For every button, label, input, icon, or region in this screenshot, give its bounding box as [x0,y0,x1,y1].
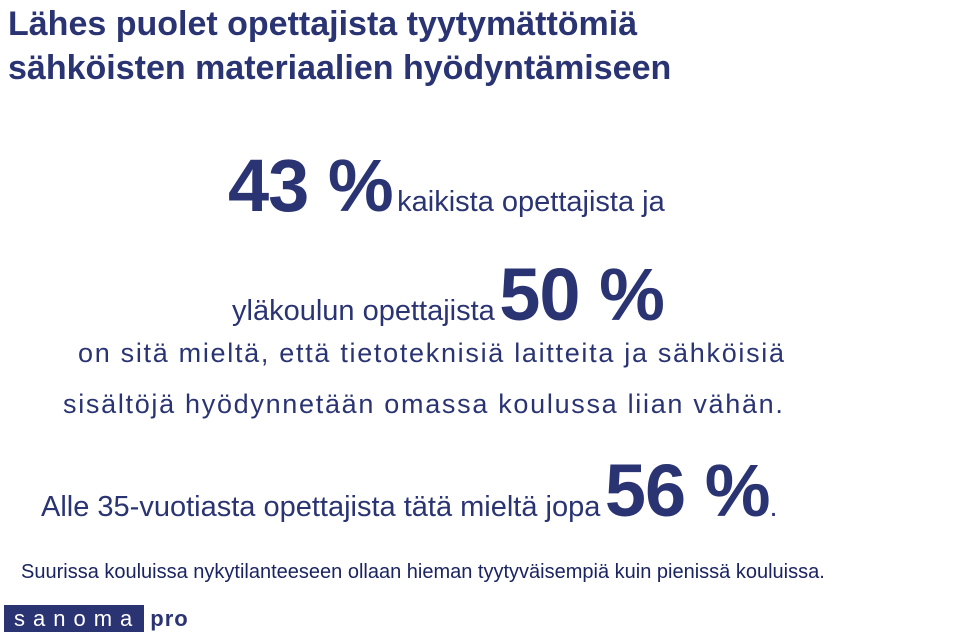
page-title: Lähes puolet opettajista tyytymättömiä s… [8,2,671,90]
body-line-1: on sitä mieltä, että tietoteknisiä laitt… [78,338,786,369]
stat-upper-school: yläkoulun opettajista 50 % [232,252,664,337]
stat-all-value: 43 % [228,144,393,227]
stat-upper-text: yläkoulun opettajista [232,295,495,327]
footnote: Suurissa kouluissa nykytilanteeseen olla… [21,561,825,584]
stat-all-text: kaikista opettajista ja [397,186,665,218]
stat-upper-value: 50 % [499,253,664,336]
title-line-2: sähköisten materiaalien hyödyntämiseen [8,49,671,87]
stat-all-teachers: 43 % kaikista opettajista ja [228,143,665,228]
stat-young-suffix: . [770,491,778,523]
stat-young-teachers: Alle 35-vuotiasta opettajista tätä mielt… [41,448,778,533]
stat-young-text: Alle 35-vuotiasta opettajista tätä mielt… [41,491,600,523]
sanomapro-logo: sanoma pro [4,605,189,632]
title-line-1: Lähes puolet opettajista tyytymättömiä [8,5,637,43]
body-line-2: sisältöjä hyödynnetään omassa koulussa l… [63,389,785,420]
logo-suffix: pro [144,605,188,632]
stat-young-value: 56 % [605,449,770,532]
logo-brand: sanoma [4,605,144,632]
